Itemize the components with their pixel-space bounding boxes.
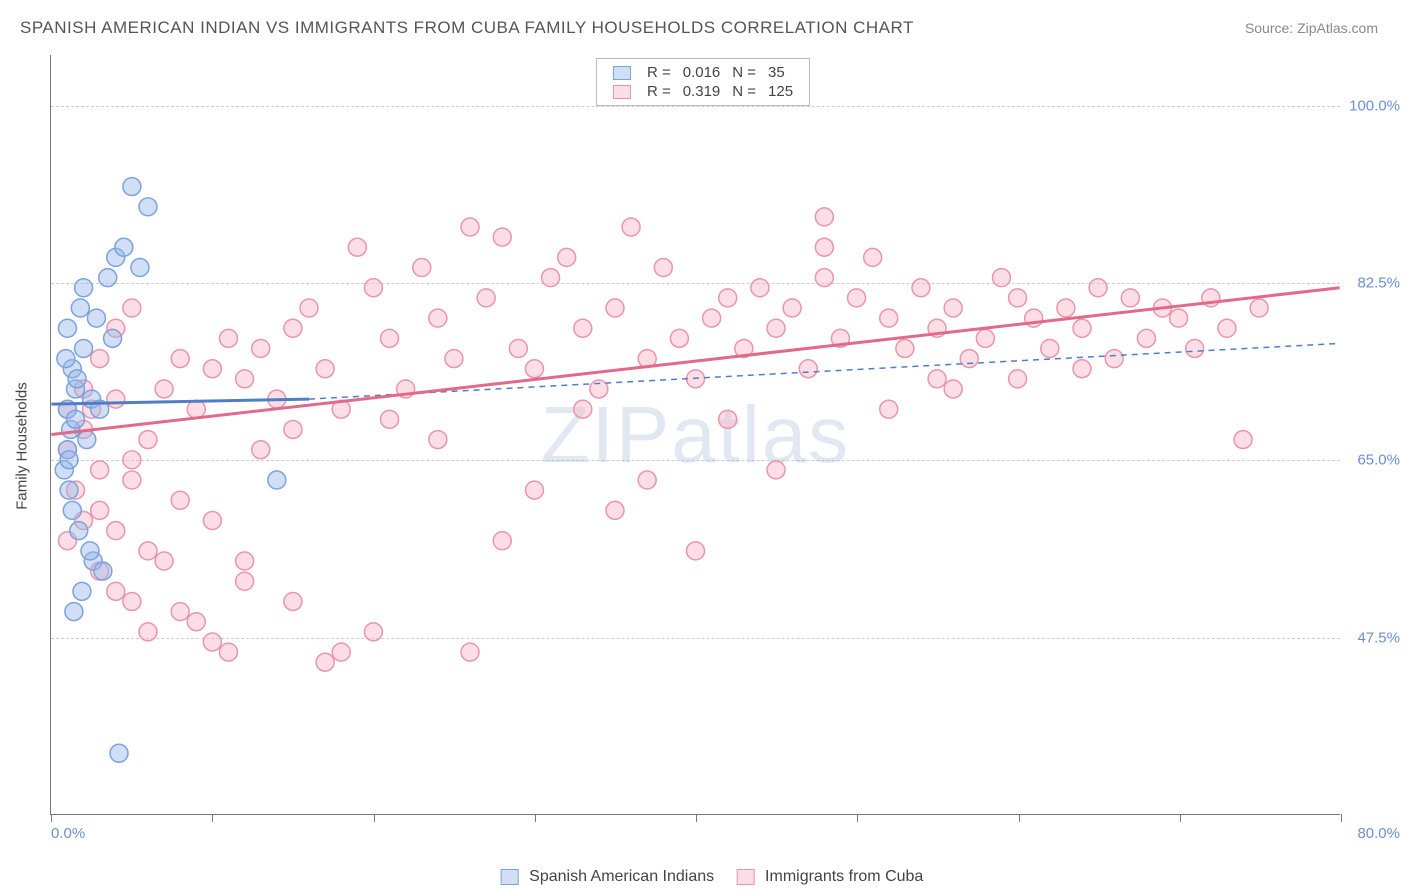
y-tick-label: 82.5%: [1357, 275, 1400, 292]
y-tick-label: 47.5%: [1357, 629, 1400, 646]
source-attribution: Source: ZipAtlas.com: [1245, 20, 1378, 36]
swatch-icon: [613, 66, 631, 80]
legend-r-label: R =: [641, 82, 677, 101]
legend-n-value: 35: [762, 63, 799, 82]
x-tick: [696, 814, 697, 822]
y-axis-title: Family Households: [14, 382, 31, 510]
x-tick: [857, 814, 858, 822]
x-tick: [535, 814, 536, 822]
swatch-icon: [501, 869, 519, 885]
chart-title: SPANISH AMERICAN INDIAN VS IMMIGRANTS FR…: [20, 18, 914, 38]
legend-r-value: 0.319: [677, 82, 727, 101]
correlation-legend: R = 0.016 N = 35 R = 0.319 N = 125: [596, 58, 810, 106]
watermark-text: ZIPatlas: [541, 389, 850, 481]
x-tick: [51, 814, 52, 822]
gridline: [51, 283, 1340, 284]
x-tick: [1180, 814, 1181, 822]
legend-row: R = 0.016 N = 35: [607, 63, 799, 82]
swatch-icon: [737, 869, 755, 885]
series-legend: Spanish American Indians Immigrants from…: [483, 868, 924, 886]
legend-r-label: R =: [641, 63, 677, 82]
plot-area: ZIPatlas 47.5%65.0%82.5%100.0%0.0%80.0%: [50, 55, 1340, 815]
swatch-icon: [613, 85, 631, 99]
series-label: Spanish American Indians: [529, 868, 714, 885]
gridline: [51, 638, 1340, 639]
x-tick: [374, 814, 375, 822]
legend-r-value: 0.016: [677, 63, 727, 82]
y-tick-label: 100.0%: [1349, 97, 1400, 114]
x-tick: [1019, 814, 1020, 822]
series-label: Immigrants from Cuba: [765, 868, 923, 885]
legend-n-value: 125: [762, 82, 799, 101]
x-tick: [1341, 814, 1342, 822]
gridline: [51, 460, 1340, 461]
scatter-svg: [51, 55, 1340, 814]
x-tick-label: 80.0%: [1357, 825, 1400, 842]
x-tick: [212, 814, 213, 822]
y-tick-label: 65.0%: [1357, 452, 1400, 469]
x-tick-label: 0.0%: [51, 825, 85, 842]
legend-row: R = 0.319 N = 125: [607, 82, 799, 101]
legend-n-label: N =: [726, 82, 762, 101]
legend-n-label: N =: [726, 63, 762, 82]
